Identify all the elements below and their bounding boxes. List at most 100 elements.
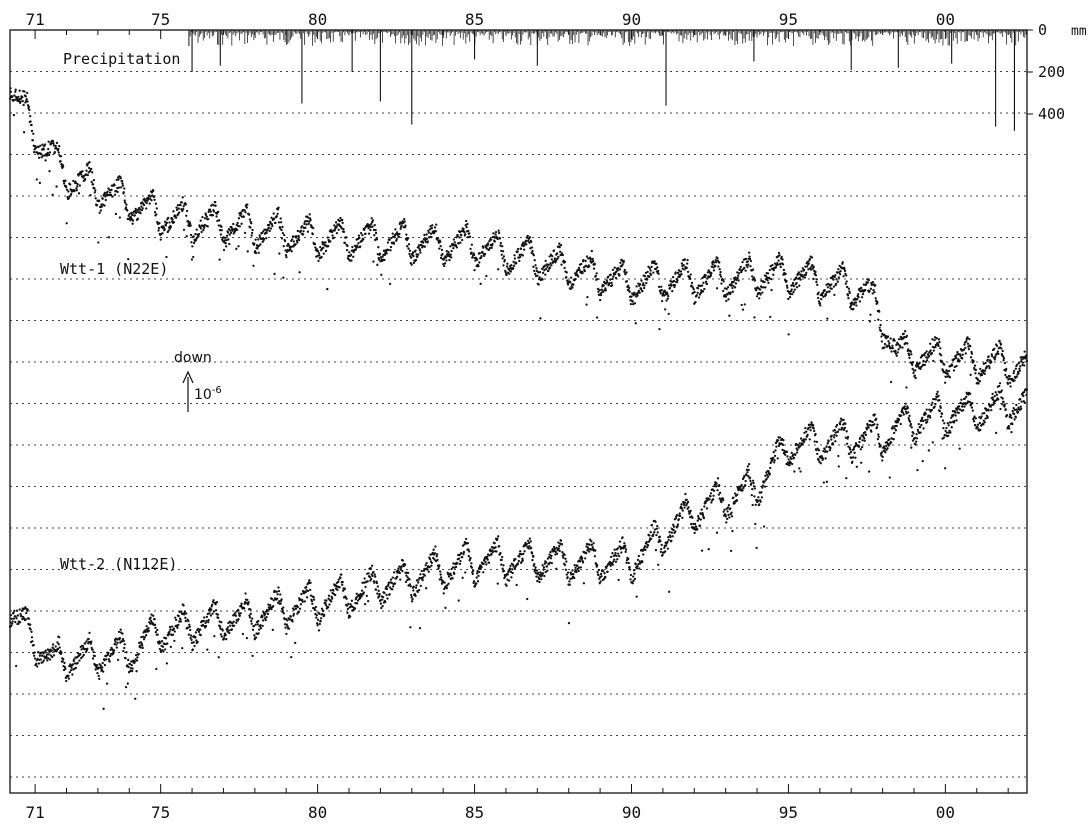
data-point-1 <box>123 201 127 204</box>
data-point-1 <box>270 216 273 219</box>
data-point-1 <box>741 308 745 311</box>
data-point-1 <box>876 301 879 304</box>
data-point-1 <box>736 276 739 280</box>
data-point-1 <box>149 195 152 198</box>
data-point-1 <box>590 249 593 253</box>
data-point-1 <box>785 284 789 287</box>
data-point-1 <box>179 203 182 207</box>
data-point-1 <box>322 246 325 249</box>
data-point-1 <box>436 236 440 240</box>
data-point-1 <box>385 252 388 255</box>
data-point-1 <box>592 267 596 270</box>
data-point-1 <box>790 288 793 291</box>
data-point-2 <box>712 489 716 492</box>
data-point-2 <box>590 540 593 543</box>
data-point-1 <box>670 284 673 287</box>
data-point-1 <box>225 245 228 248</box>
data-point-1 <box>346 244 349 248</box>
tick-label: 80 <box>308 803 327 822</box>
data-point-1 <box>795 286 799 289</box>
data-point-1 <box>450 249 453 253</box>
data-point-2 <box>805 430 808 433</box>
data-point-2 <box>790 451 793 455</box>
data-point-2 <box>659 540 662 543</box>
data-point-1 <box>508 272 511 275</box>
data-point-2 <box>141 646 144 650</box>
data-point-2 <box>167 632 171 635</box>
data-point-2 <box>740 483 743 487</box>
data-point-1 <box>836 280 840 283</box>
data-point-2 <box>538 580 541 584</box>
data-point-1 <box>709 274 713 277</box>
data-point-2 <box>348 615 352 618</box>
data-point-2 <box>99 666 102 670</box>
data-point-1 <box>815 278 818 281</box>
data-point-2 <box>275 590 278 593</box>
data-point-1 <box>565 276 568 279</box>
data-point-1 <box>506 262 509 265</box>
data-point-1 <box>136 217 140 220</box>
data-point-1 <box>621 263 624 266</box>
data-point-1 <box>362 238 365 241</box>
data-point-1 <box>990 353 993 356</box>
data-point-1 <box>778 254 781 257</box>
data-point-2 <box>289 615 292 618</box>
data-point-1 <box>964 346 967 350</box>
data-point-1 <box>657 285 661 289</box>
data-point-2 <box>435 555 438 558</box>
data-point-1 <box>464 233 467 236</box>
data-point-1 <box>14 88 17 91</box>
data-point-2 <box>145 633 148 637</box>
data-point-1 <box>50 141 53 145</box>
data-point-2 <box>65 679 68 683</box>
data-point-2 <box>652 533 655 536</box>
data-point-2 <box>133 660 136 663</box>
data-point-2 <box>669 535 672 539</box>
data-point-1 <box>388 238 391 241</box>
data-point-2 <box>121 637 125 641</box>
data-point-2 <box>761 486 764 489</box>
data-point-1 <box>894 352 898 355</box>
data-point-2 <box>542 566 546 569</box>
data-point-1 <box>962 348 966 351</box>
data-point-1 <box>371 225 374 228</box>
data-point-1 <box>659 292 662 295</box>
data-point-1 <box>247 213 251 216</box>
data-point-2 <box>177 623 180 626</box>
data-point-1 <box>852 307 855 311</box>
data-point-1 <box>583 269 586 273</box>
data-point-1 <box>715 287 719 290</box>
data-point-2 <box>685 498 688 501</box>
data-point-1 <box>895 354 898 357</box>
data-point-1 <box>324 249 328 253</box>
data-point-1 <box>522 241 525 244</box>
data-point-2 <box>564 557 567 560</box>
data-point-2 <box>218 625 222 628</box>
data-point-2 <box>500 563 503 566</box>
data-point-1 <box>498 237 502 240</box>
tick-label: 00 <box>936 803 955 822</box>
data-point-1 <box>453 241 456 244</box>
data-point-1 <box>628 286 631 290</box>
data-point-1 <box>512 267 515 270</box>
data-point-2 <box>425 561 428 565</box>
data-point-2 <box>530 546 533 549</box>
data-point-1 <box>191 245 194 248</box>
data-point-2 <box>624 548 628 551</box>
data-point-2 <box>581 561 585 564</box>
data-point-1 <box>869 287 873 290</box>
data-point-1 <box>849 304 853 307</box>
data-point-1 <box>784 272 787 275</box>
data-point-1 <box>902 332 905 335</box>
data-point-1 <box>683 258 687 261</box>
data-point-2 <box>497 544 501 548</box>
data-point-1 <box>38 181 42 185</box>
data-point-1 <box>237 245 240 248</box>
data-point-2 <box>599 580 602 583</box>
data-point-1 <box>374 231 378 235</box>
data-point-1 <box>65 188 69 192</box>
data-point-1 <box>494 230 498 234</box>
data-point-1 <box>922 363 925 366</box>
data-point-1 <box>178 211 181 214</box>
data-point-2 <box>759 500 762 503</box>
